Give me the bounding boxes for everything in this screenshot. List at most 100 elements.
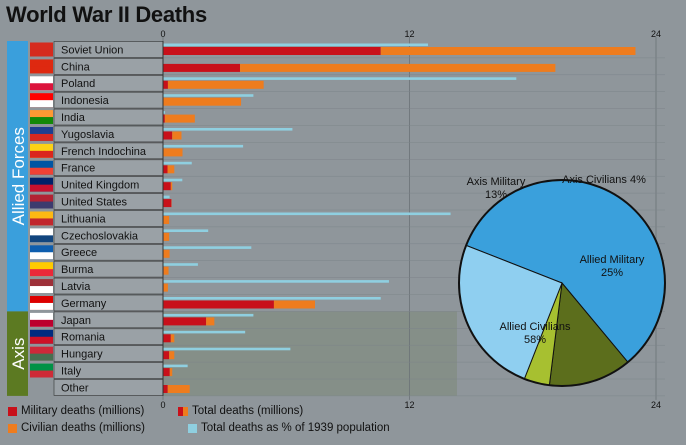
country-label: United States (61, 197, 128, 209)
civilian-bar (163, 266, 169, 275)
country-label: Hungary (61, 349, 103, 361)
military-bar (163, 351, 170, 360)
percent-bar (163, 212, 451, 216)
pie-label-allied-civilians-name: Allied Civilians (500, 321, 571, 333)
country-label: Latvia (61, 281, 91, 293)
military-bar (163, 182, 171, 191)
bottom-tick-label: 24 (651, 400, 661, 410)
percent-bar (163, 263, 198, 266)
bottom-tick-label: 0 (160, 400, 165, 410)
percent-bar (163, 111, 166, 114)
legend-total-swatch (178, 406, 188, 416)
percent-bar (163, 280, 389, 283)
burma-flag-stripe (30, 269, 53, 277)
civilian-bar (163, 283, 168, 292)
civilian-bar (170, 182, 173, 191)
legend-total: Total deaths (millions) (178, 405, 303, 417)
percent-bar (163, 313, 254, 317)
civilian-bar (169, 368, 173, 377)
civilian-bar (163, 97, 242, 106)
percent-bar (163, 229, 209, 232)
legend-percent-swatch (188, 423, 197, 433)
axis-band (7, 311, 28, 396)
military-bar (163, 385, 168, 393)
country-label: Poland (61, 78, 95, 90)
legend-military-swatch (8, 406, 17, 416)
legend-civilian-label: Civilian deaths (millions) (21, 422, 145, 434)
military-bar (163, 80, 168, 89)
civilian-bar (170, 334, 175, 343)
percent-bar (163, 77, 517, 80)
greece-flag-stripe (30, 252, 53, 260)
china-flag-stripe (30, 66, 53, 74)
allied-band (7, 41, 28, 312)
axis-shade (163, 311, 457, 396)
pie-label-allied-military-value: 25% (601, 267, 623, 279)
country-label: United Kingdom (61, 180, 139, 192)
civilian-bar (380, 47, 636, 55)
civilian-bar (206, 317, 215, 326)
legend-military-label: Military deaths (millions) (21, 405, 145, 417)
allied-forces-label: Allied Forces (9, 127, 28, 225)
pie-label-allied-civilians-value: 58% (524, 334, 546, 346)
pie-label-axis-military-value: 13% (485, 189, 507, 201)
country-label: France (61, 163, 95, 175)
germany-flag-stripe (30, 302, 53, 310)
country-label: Japan (61, 315, 91, 327)
france-flag-stripe (30, 167, 53, 175)
military-bar (163, 114, 165, 123)
country-label: Romania (61, 332, 106, 344)
percent-bar (163, 195, 170, 199)
country-label: Soviet Union (61, 44, 123, 56)
chart-title: World War II Deaths (6, 2, 207, 27)
pie-label-axis-civilians: Axis Civilians 4% (562, 174, 646, 186)
country-label: Indonesia (61, 95, 110, 107)
military-bar (163, 47, 381, 55)
yugoslavia-flag-stripe (30, 133, 53, 141)
pie-outline (458, 179, 666, 387)
legend-total-label: Total deaths (millions) (192, 405, 304, 417)
india-flag-stripe (30, 117, 53, 124)
axis-group-label: Axis (9, 338, 28, 370)
legend-percent: Total deaths as % of 1939 population (188, 422, 390, 434)
civilian-bar (164, 114, 195, 123)
bottom-tick-label: 12 (404, 400, 414, 410)
legend-military: Military deaths (millions) (8, 405, 144, 417)
top-tick-label: 24 (651, 29, 661, 39)
percent-bar (163, 144, 244, 148)
legend-percent-label: Total deaths as % of 1939 population (201, 422, 390, 434)
percent-bar (163, 364, 188, 368)
country-label: Burma (61, 264, 94, 276)
percent-bar (163, 94, 254, 97)
pie-label-allied-military-name: Allied Military (580, 254, 645, 266)
french-indochina-flag-stripe (30, 150, 53, 158)
military-bar (163, 368, 170, 377)
country-label: French Indochina (61, 146, 147, 158)
civilian-bar (169, 351, 175, 360)
civilian-bar (163, 249, 170, 258)
percent-bar (163, 347, 291, 351)
country-label: Yugoslavia (61, 129, 115, 141)
romania-flag-stripe (30, 336, 53, 344)
legend-civilian: Civilian deaths (millions) (8, 422, 145, 434)
military-bar (163, 131, 173, 140)
czechoslovakia-flag-stripe (30, 235, 53, 243)
military-bar (163, 165, 168, 174)
poland-flag-stripe (30, 83, 53, 91)
civilian-bar (273, 300, 316, 309)
percent-bar (163, 128, 293, 131)
percent-bar (163, 330, 246, 334)
civilian-bar (172, 131, 182, 140)
country-label: China (61, 61, 91, 73)
civilian-bar (167, 80, 264, 89)
country-label: Other (61, 382, 89, 394)
top-tick-label: 12 (404, 29, 414, 39)
soviet-union-flag-stripe (30, 49, 53, 57)
military-bar (163, 300, 274, 309)
country-label: Lithuania (61, 213, 107, 225)
civilian-bar (240, 63, 556, 72)
country-label: Czechoslovakia (61, 230, 139, 242)
military-bar (163, 334, 171, 343)
legend-civilian-swatch (8, 423, 17, 433)
